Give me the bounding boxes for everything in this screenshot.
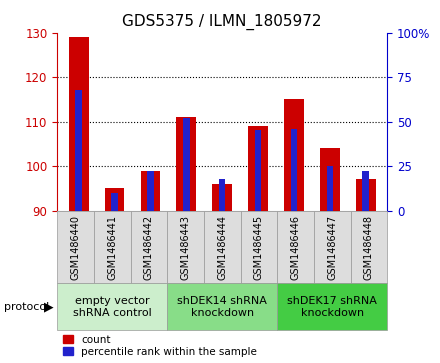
Text: GSM1486447: GSM1486447 — [327, 215, 337, 280]
Bar — [356, 179, 376, 211]
Text: GSM1486443: GSM1486443 — [180, 215, 191, 280]
Bar — [320, 148, 340, 211]
Text: GSM1486445: GSM1486445 — [254, 215, 264, 280]
Bar — [248, 126, 268, 211]
Bar — [183, 118, 190, 211]
Text: ▶: ▶ — [44, 300, 54, 313]
Text: GSM1486448: GSM1486448 — [364, 215, 374, 280]
Text: GSM1486442: GSM1486442 — [144, 215, 154, 280]
Bar — [219, 179, 225, 211]
Bar — [69, 37, 88, 211]
Legend: count, percentile rank within the sample: count, percentile rank within the sample — [62, 334, 258, 358]
Text: protocol: protocol — [4, 302, 50, 312]
Bar — [76, 90, 82, 211]
Bar — [291, 129, 297, 211]
Bar — [105, 188, 125, 211]
Bar — [255, 130, 261, 211]
Bar — [363, 171, 369, 211]
Text: GSM1486440: GSM1486440 — [70, 215, 81, 280]
Text: GSM1486441: GSM1486441 — [107, 215, 117, 280]
Title: GDS5375 / ILMN_1805972: GDS5375 / ILMN_1805972 — [122, 14, 322, 30]
Bar — [111, 193, 118, 211]
Bar — [141, 171, 160, 211]
Bar — [176, 117, 196, 211]
Bar — [147, 171, 154, 211]
Bar — [213, 184, 232, 211]
Text: shDEK17 shRNA
knockdown: shDEK17 shRNA knockdown — [287, 296, 377, 318]
Text: empty vector
shRNA control: empty vector shRNA control — [73, 296, 151, 318]
Text: GSM1486446: GSM1486446 — [290, 215, 301, 280]
Text: GSM1486444: GSM1486444 — [217, 215, 227, 280]
Text: shDEK14 shRNA
knockdown: shDEK14 shRNA knockdown — [177, 296, 267, 318]
Bar — [326, 166, 333, 211]
Bar — [284, 99, 304, 211]
